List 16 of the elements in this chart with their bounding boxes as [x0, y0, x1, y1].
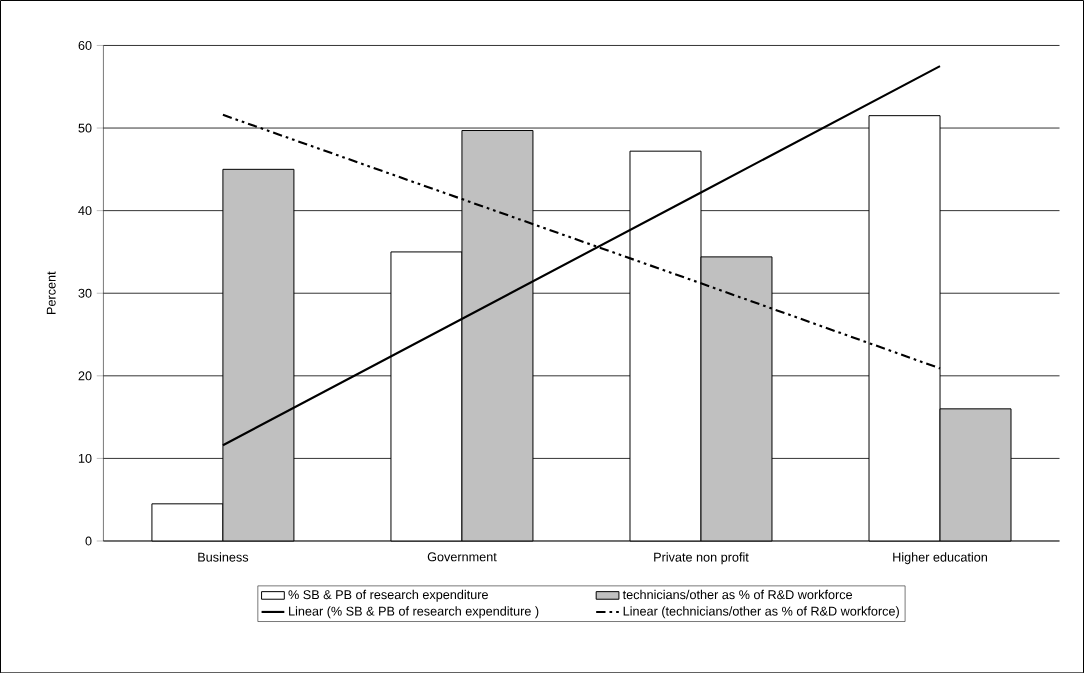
legend-label: % SB & PB of research expenditure	[288, 589, 488, 602]
y-tick-label: 0	[85, 536, 92, 546]
legend-label: technicians/other as % of R&D workforce	[622, 589, 853, 599]
y-tick-label: 40	[78, 205, 92, 215]
y-axis-title: Percent	[46, 271, 56, 314]
x-tick-label: Private non profit	[654, 552, 749, 564]
legend-label: Linear (technicians/other as % of R&D workforce)	[623, 606, 899, 618]
y-tick-label: 50	[78, 123, 92, 133]
y-tick-label: 30	[78, 288, 92, 298]
x-tick-label: Business	[198, 552, 249, 562]
y-tick-label: 10	[78, 453, 92, 463]
y-tick-label: 60	[78, 40, 92, 50]
x-tick-label: Higher education	[893, 552, 988, 564]
y-tick-label: 20	[78, 371, 92, 381]
legend-label: Linear (% SB & PB of research expenditure )	[289, 606, 539, 618]
x-tick-label: Government	[427, 552, 497, 562]
